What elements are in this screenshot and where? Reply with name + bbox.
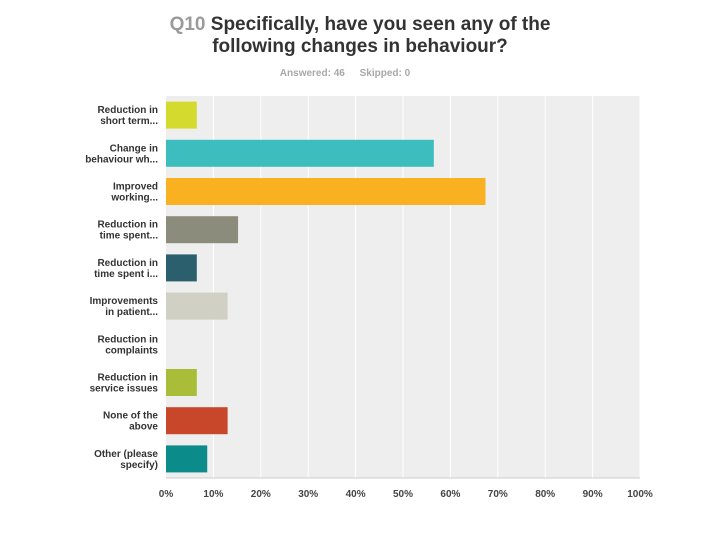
bar: [166, 445, 208, 473]
x-tick-label: 20%: [251, 489, 271, 500]
question-number: Q10: [169, 14, 206, 35]
answered-count: Answered: 46: [279, 68, 345, 79]
bar: [166, 369, 197, 396]
category-label: Improved working...: [110, 182, 158, 204]
bar: [166, 216, 239, 244]
x-tick-label: 70%: [488, 489, 508, 500]
chart-title: Q10 Specifically, have you seen any of t…: [140, 14, 580, 58]
x-tick-label: 50%: [393, 489, 413, 500]
title-line-2: following changes in behaviour?: [212, 36, 508, 57]
x-tick-label: 30%: [298, 489, 318, 500]
category-label: Reduction in service issues: [90, 373, 159, 395]
x-tick-label: 60%: [440, 489, 460, 500]
bar: [166, 139, 434, 167]
bar: [166, 292, 228, 320]
category-label: Improvements in patient...: [90, 296, 159, 318]
x-tick-label: 0%: [159, 489, 174, 500]
response-stats: Answered: 46 Skipped: 0: [200, 68, 490, 79]
category-label: None of the above: [103, 411, 158, 433]
bar: [166, 101, 197, 129]
category-label: Other (please specify): [94, 449, 158, 471]
category-label: Change in behaviour wh...: [85, 143, 158, 165]
category-label: Reduction in complaints: [97, 334, 158, 356]
x-tick-label: 80%: [535, 489, 555, 500]
category-label: Reduction in short term...: [97, 105, 158, 127]
category-label: Reduction in time spent i...: [94, 258, 158, 280]
category-label: Reduction in time spent...: [97, 220, 158, 242]
x-tick-label: 10%: [203, 489, 223, 500]
x-tick-label: 100%: [627, 489, 653, 500]
bar: [166, 178, 486, 205]
x-tick-label: 40%: [346, 489, 366, 500]
bar: [166, 407, 228, 435]
title-text-1: Specifically, have you seen any of the: [210, 14, 551, 35]
x-tick-label: 90%: [583, 489, 603, 500]
bar: [166, 254, 197, 282]
title-line-1: Q10 Specifically, have you seen any of t…: [140, 14, 580, 36]
skipped-count: Skipped: 0: [359, 68, 411, 79]
